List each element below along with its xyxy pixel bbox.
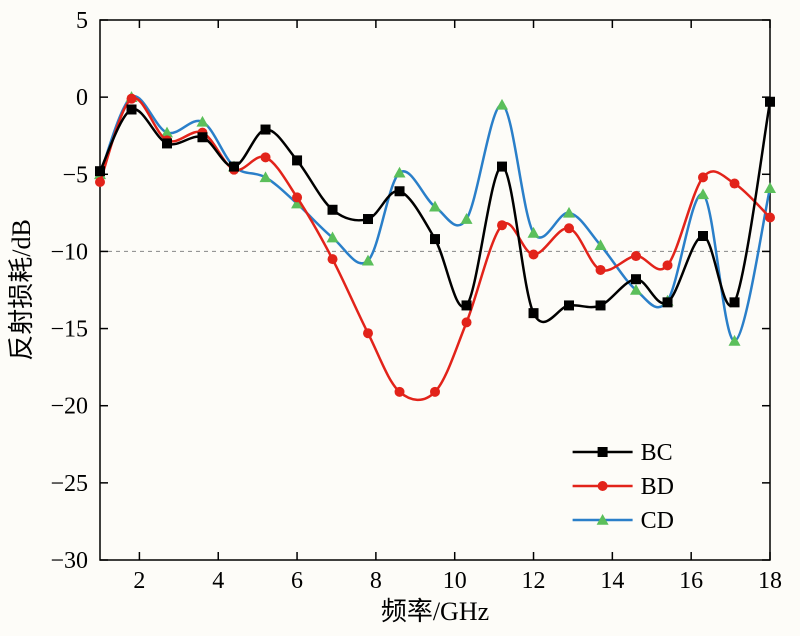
svg-text:−30: −30 [50,548,88,574]
legend-label: BD [641,474,674,500]
chart-svg: 2 4 6 8 10 12 14 16 18 频率/GHz −30 −25 −20 −15 −10 −5 0 5 反… [0,0,800,636]
svg-text:14: 14 [600,568,624,594]
svg-text:−5: −5 [62,162,88,188]
svg-text:5: 5 [76,8,88,34]
legend-label: BC [641,440,673,466]
svg-text:0: 0 [76,85,88,111]
svg-text:−15: −15 [50,317,88,343]
svg-text:8: 8 [370,568,382,594]
svg-text:频率/GHz: 频率/GHz [381,597,489,626]
svg-text:−25: −25 [50,471,88,497]
svg-text:2: 2 [133,568,145,594]
svg-text:6: 6 [291,568,303,594]
svg-text:反射损耗/dB: 反射损耗/dB [7,219,36,361]
svg-text:10: 10 [443,568,467,594]
svg-text:12: 12 [522,568,546,594]
svg-text:16: 16 [679,568,703,594]
svg-text:−10: −10 [50,239,88,265]
chart-container: 2 4 6 8 10 12 14 16 18 频率/GHz −30 −25 −20 −15 −10 −5 0 5 反… [0,0,800,636]
svg-text:−20: −20 [50,394,88,420]
legend-label: CD [641,508,674,534]
svg-text:4: 4 [212,568,224,594]
svg-text:18: 18 [758,568,782,594]
